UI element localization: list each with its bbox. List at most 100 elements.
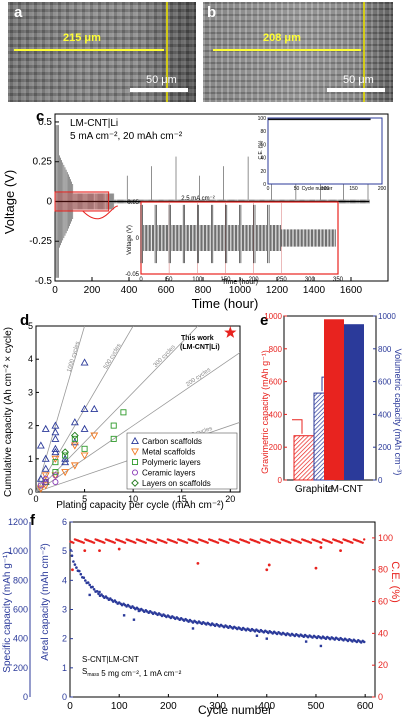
specific-capacity-point xyxy=(69,548,72,552)
y-tick-right-label: 200 xyxy=(378,443,392,452)
legend-marker xyxy=(131,448,139,456)
specific-capacity-outlier xyxy=(255,634,259,637)
cumulative-capacity-chart: Plating capacity per cycle (mAh cm⁻²) Cu… xyxy=(3,321,241,511)
legend-marker xyxy=(131,469,139,476)
legend-label: Metal scaffolds xyxy=(142,448,195,457)
chart-annotation-1: LM-CNT|Li xyxy=(70,118,118,129)
ce-outlier xyxy=(314,566,318,570)
category-label: LM-CNT xyxy=(325,484,363,495)
inset-zoom-ylabel: Voltage (V) xyxy=(127,225,133,255)
ce-point xyxy=(351,541,354,544)
specific-capacity-point xyxy=(328,637,332,641)
x-tick-label: 10 xyxy=(128,494,138,504)
inset-ce-y-tick-label: 60 xyxy=(260,142,266,148)
data-point xyxy=(52,472,59,479)
y-tick-label: 2 xyxy=(28,421,33,431)
data-point xyxy=(36,441,45,449)
x-tick-label: 0 xyxy=(33,494,38,504)
ce-point xyxy=(103,541,106,544)
data-point xyxy=(42,479,49,486)
y-tick-label: 4 xyxy=(28,354,33,364)
scale-label: 50 μm xyxy=(146,74,177,86)
inset-x-tick-label: 300 xyxy=(305,277,316,283)
ce-point xyxy=(278,541,282,544)
y-axis-areal-label: Areal capacity (mAh cm⁻²) xyxy=(40,543,51,661)
data-point xyxy=(51,421,60,429)
data-point xyxy=(81,445,88,452)
guide-line xyxy=(36,352,240,492)
data-point xyxy=(62,452,69,459)
inset-ce-x-tick-label: 50 xyxy=(294,186,300,192)
ce-outlier xyxy=(319,546,323,549)
ce-point xyxy=(247,541,251,544)
y-tick-right-label: 1000 xyxy=(378,312,396,321)
specific-capacity-point xyxy=(70,554,74,557)
inset-ce-x-tick-label: 0 xyxy=(267,186,270,192)
x-axis-label: Plating capacity per cycle (mAh cm⁻²) xyxy=(56,500,224,511)
panel-c: c LM-CNT|Li 5 mA cm⁻², 20 mAh cm⁻² Time … xyxy=(0,106,402,312)
specific-capacity-point xyxy=(75,566,78,569)
ce-point xyxy=(113,541,117,544)
legend-label: Layers on scaffolds xyxy=(142,479,211,488)
bar-gravimetric xyxy=(324,319,344,480)
data-point xyxy=(41,464,50,472)
scale-bar xyxy=(327,88,385,92)
data-point xyxy=(52,479,59,486)
y-axis-right-label: Volumetric capacity (mAh cm⁻³) xyxy=(393,349,402,476)
y-tick-left-label: 0 xyxy=(278,476,283,485)
y-tick-right-label: 80 xyxy=(378,565,388,575)
data-point xyxy=(80,424,89,432)
specific-capacity-outlier xyxy=(137,609,141,613)
y-tick-label: 1 xyxy=(28,454,33,464)
inset-x-tick-label: 50 xyxy=(166,277,173,283)
ce-point xyxy=(320,541,323,544)
ce-point xyxy=(196,541,199,544)
guide-line-label: 1000 cycles xyxy=(67,341,82,373)
data-point xyxy=(80,404,89,413)
ce-outlier xyxy=(339,549,342,553)
x-tick-label: 1600 xyxy=(340,285,363,296)
ce-point xyxy=(289,541,292,544)
sem-image-b: 208 μm 50 μm xyxy=(203,2,393,102)
x-tick-label: 200 xyxy=(84,285,101,296)
ce-point xyxy=(299,541,302,544)
specific-capacity-outlier xyxy=(319,644,323,648)
ce-point xyxy=(175,541,178,544)
ce-point xyxy=(92,541,96,544)
data-point xyxy=(51,434,60,442)
guide-line xyxy=(36,326,85,492)
y-tick-specific-label: 800 xyxy=(13,575,28,585)
x-tick-label: 200 xyxy=(160,701,177,712)
ce-outlier xyxy=(98,549,101,553)
y-tick-specific-label: 0 xyxy=(23,692,28,702)
y-tick-right-label: 100 xyxy=(378,533,393,543)
category-label: Graphite xyxy=(295,484,334,495)
x-tick-label: 100 xyxy=(111,701,128,712)
data-point xyxy=(51,448,60,456)
ce-point xyxy=(309,541,313,544)
inset-ce-y-tick-label: 0 xyxy=(263,182,266,188)
axis-arrow-red xyxy=(292,419,303,434)
inset-ce-frame xyxy=(267,117,383,185)
ce-outlier xyxy=(71,568,74,572)
specific-capacity-point xyxy=(84,579,87,582)
guide-line xyxy=(36,326,134,492)
y-tick-areal-label: 0 xyxy=(62,692,67,702)
data-point xyxy=(51,444,60,452)
data-point xyxy=(41,454,50,462)
inset-zoom-xlabel: Time (hour) xyxy=(222,279,258,286)
y-axis-left-label: Gravimetric capacity (mAh g⁻¹) xyxy=(260,350,270,474)
guide-line-label: 200 cycles xyxy=(185,367,212,388)
data-point xyxy=(110,422,117,429)
ce-point xyxy=(340,541,344,544)
scale-bar xyxy=(130,88,188,92)
dimension-label: 215 μm xyxy=(63,32,101,44)
chart-annotation-2: Smass 5 mg cm⁻², 1 mA cm⁻² xyxy=(82,667,182,678)
ce-point xyxy=(123,541,127,544)
bar-volumetric xyxy=(344,324,364,480)
ce-outlier xyxy=(196,561,200,565)
inset-ce-y-tick-label: 40 xyxy=(260,156,266,162)
y-axis-label: Cumulative capacity (Ah cm⁻² × cycle) xyxy=(3,327,14,497)
inset-x-tick-label: 350 xyxy=(333,277,344,283)
specific-capacity-point xyxy=(73,563,77,566)
